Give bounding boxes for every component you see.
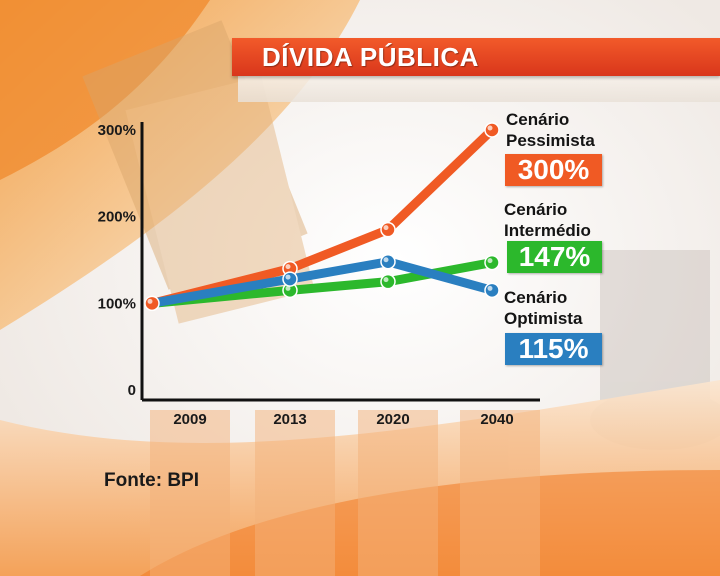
y-tick-label: 200% — [98, 209, 136, 226]
x-tick-label: 2040 — [480, 411, 513, 428]
data-point-highlight — [487, 285, 493, 291]
scenario-intermedio-line2: Intermédio — [504, 221, 591, 240]
data-point — [282, 271, 298, 287]
data-point-highlight — [487, 125, 493, 131]
series-line-3 — [147, 257, 497, 308]
data-point — [380, 221, 396, 238]
scenario-intermedio-label: Cenário Intermédio — [504, 199, 591, 241]
data-point — [380, 253, 396, 270]
data-point-highlight — [383, 277, 389, 283]
data-point — [484, 254, 500, 271]
scenario-pessimista-line2: Pessimista — [506, 131, 595, 150]
page-title: DÍVIDA PÚBLICA — [262, 42, 479, 72]
data-point-highlight — [487, 258, 493, 264]
data-point-highlight — [147, 298, 153, 304]
data-point-highlight — [383, 257, 389, 263]
x-tick-label: 2020 — [376, 411, 409, 428]
data-point — [484, 122, 500, 138]
x-tick-label: 2009 — [173, 411, 206, 428]
data-point-highlight — [383, 225, 389, 231]
y-tick-label: 0 — [128, 382, 136, 399]
source-credit: Fonte: BPI — [104, 470, 199, 491]
scenario-pessimista-value: 300% — [505, 154, 602, 186]
x-tick-label: 2013 — [273, 411, 306, 428]
data-point-highlight — [285, 274, 291, 280]
data-point — [484, 282, 500, 299]
title-banner — [232, 38, 720, 76]
series-line-1 — [147, 125, 497, 308]
data-point-highlight — [285, 285, 291, 291]
y-tick-label: 100% — [98, 295, 136, 312]
title-banner-fold — [238, 76, 720, 102]
scenario-intermedio-line1: Cenário — [504, 200, 568, 219]
scenario-intermedio-value: 147% — [507, 241, 602, 273]
data-point — [380, 273, 396, 290]
scenario-optimista-label: Cenário Optimista — [504, 287, 582, 329]
data-point — [144, 295, 160, 312]
scenario-optimista-line1: Cenário — [504, 288, 568, 307]
scenario-optimista-value: 115% — [505, 333, 602, 365]
scenario-optimista-line2: Optimista — [504, 309, 583, 328]
y-tick-label: 300% — [98, 122, 136, 139]
data-point-highlight — [285, 264, 291, 270]
scenario-pessimista-label: Cenário Pessimista — [506, 109, 595, 151]
scenario-pessimista-line1: Cenário — [506, 110, 570, 129]
